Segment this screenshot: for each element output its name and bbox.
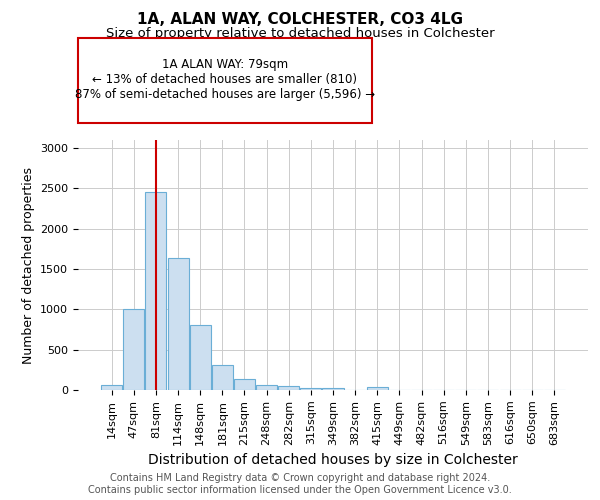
Bar [256,385,277,390]
Text: Contains HM Land Registry data © Crown copyright and database right 2024.
Contai: Contains HM Land Registry data © Crown c… [88,474,512,495]
Bar [212,366,233,390]
Bar [101,385,122,390]
Text: 1A, ALAN WAY, COLCHESTER, CO3 4LG: 1A, ALAN WAY, COLCHESTER, CO3 4LG [137,12,463,28]
Bar [367,387,388,390]
Text: Size of property relative to detached houses in Colchester: Size of property relative to detached ho… [106,28,494,40]
X-axis label: Distribution of detached houses by size in Colchester: Distribution of detached houses by size … [148,453,518,467]
Bar [234,378,255,390]
Bar [190,324,211,390]
Bar [301,388,322,390]
Y-axis label: Number of detached properties: Number of detached properties [22,166,35,364]
Bar [278,386,299,390]
Bar [167,258,188,390]
Bar [322,388,344,390]
Text: 1A ALAN WAY: 79sqm
← 13% of detached houses are smaller (810)
87% of semi-detach: 1A ALAN WAY: 79sqm ← 13% of detached hou… [75,58,375,102]
Bar [145,192,166,390]
Bar [124,310,145,390]
